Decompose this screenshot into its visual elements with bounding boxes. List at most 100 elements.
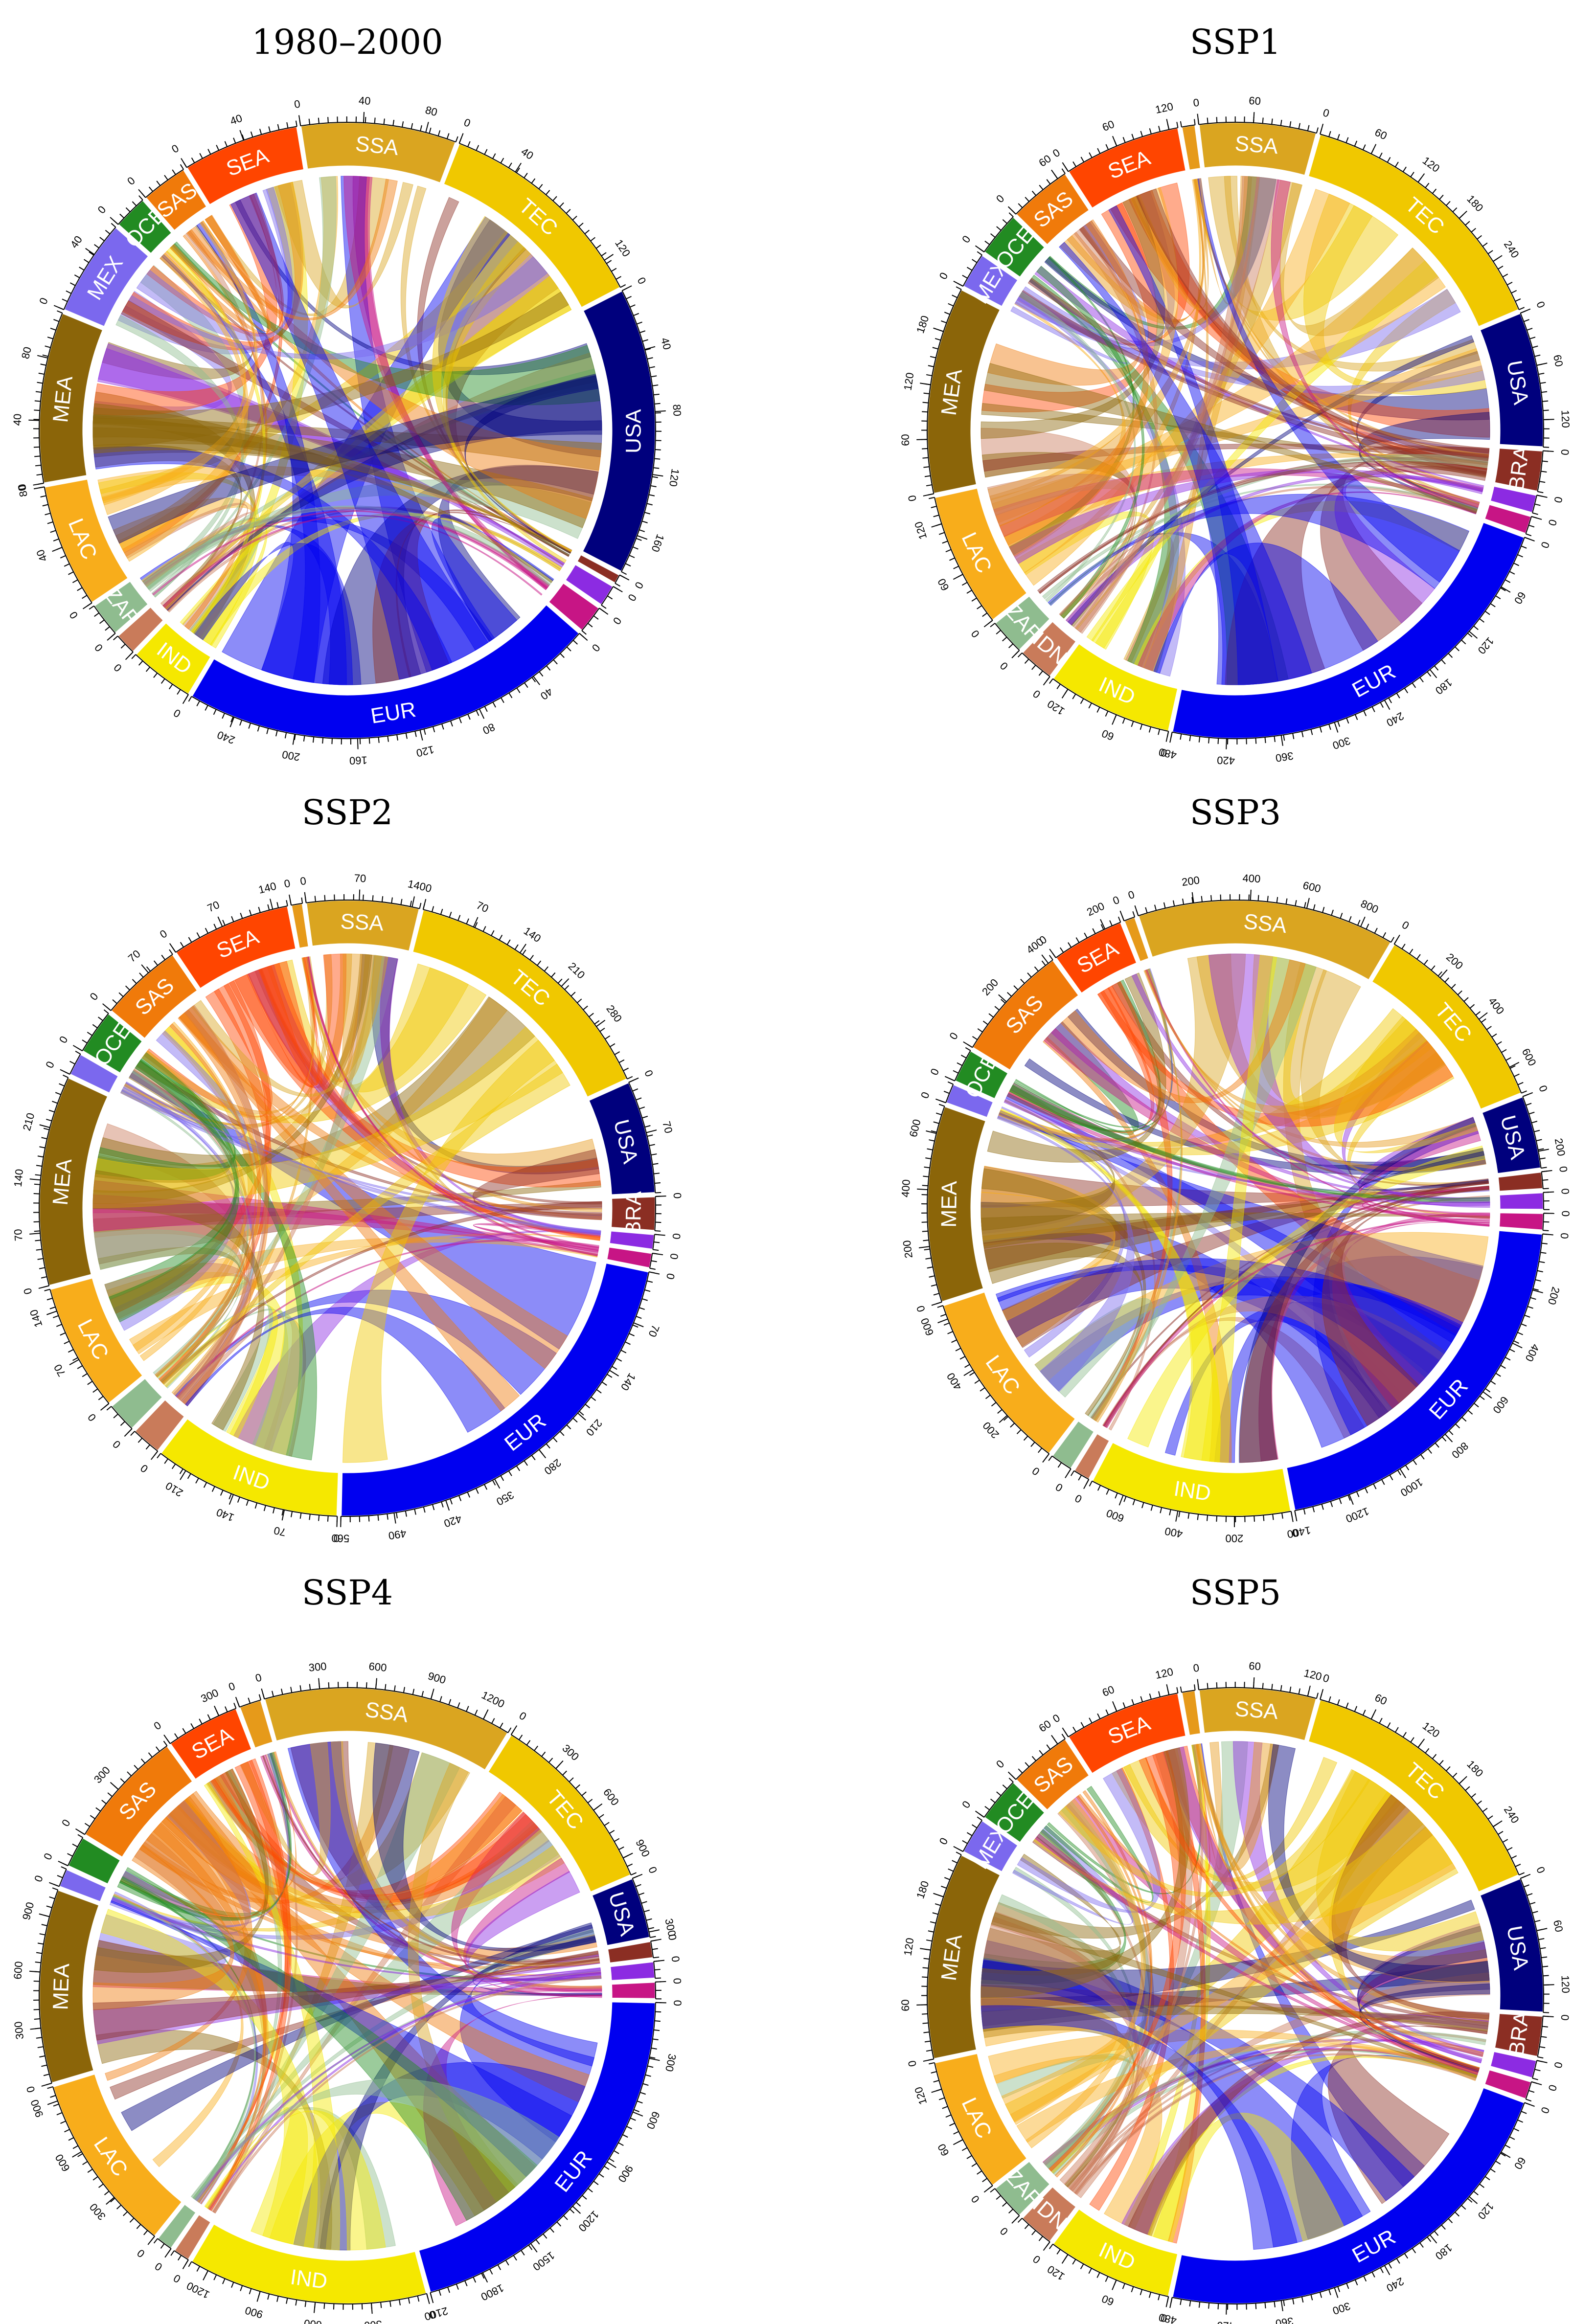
tick-mark <box>925 1157 932 1160</box>
tick-label: 60 <box>1100 2292 1116 2308</box>
chord-ribbon <box>146 193 284 337</box>
tick-major <box>39 1124 50 1128</box>
tick-mark <box>1514 1073 1520 1077</box>
tick-label: 0 <box>906 2059 919 2068</box>
tick-mark <box>74 274 80 278</box>
tick-mark <box>653 1956 660 1959</box>
tick-label: 60 <box>935 2142 952 2158</box>
tick-mark <box>984 1805 990 1810</box>
tick-mark <box>1505 1356 1511 1361</box>
tick-mark <box>961 2147 968 2151</box>
tick-mark <box>612 1366 617 1370</box>
tick-mark <box>636 538 642 541</box>
tick-label: 1200 <box>184 2279 211 2301</box>
tick-mark <box>1502 273 1508 278</box>
tick-label: 120 <box>1420 154 1442 175</box>
tick-mark <box>1527 1893 1533 1896</box>
tick-label: 0 <box>1538 540 1552 550</box>
tick-mark <box>392 119 395 126</box>
chord-ribbon <box>1003 301 1126 558</box>
tick-label: 0 <box>1559 2014 1572 2021</box>
tick-major <box>1501 2151 1511 2158</box>
tick-mark <box>1495 595 1501 600</box>
tick-major <box>599 608 609 615</box>
tick-major <box>151 1450 159 1460</box>
tick-mark <box>1301 2296 1304 2303</box>
tick-mark <box>630 2117 636 2121</box>
tick-mark <box>41 1276 47 1279</box>
tick-ring <box>1068 1692 1178 1737</box>
tick-mark <box>105 626 110 631</box>
tick-mark <box>1312 1506 1315 1512</box>
tick-mark <box>82 1039 88 1044</box>
tick-label: 600 <box>907 1118 923 1138</box>
tick-mark <box>231 2282 234 2288</box>
tick-mark <box>977 1028 983 1033</box>
tick-major <box>609 1370 619 1376</box>
tick-mark <box>400 899 403 905</box>
tick-mark <box>1524 1314 1530 1318</box>
tick-mark <box>36 1249 42 1251</box>
segment-jpn <box>1498 1212 1545 1231</box>
tick-label: 0 <box>299 875 307 887</box>
tick-major <box>983 2185 993 2193</box>
tick-label: 0 <box>937 1836 951 1847</box>
tick-mark <box>33 2008 40 2010</box>
tick-mark <box>1283 735 1285 741</box>
tick-major <box>1119 910 1125 921</box>
tick-mark <box>631 1872 637 1875</box>
tick-label: 800 <box>1359 897 1380 916</box>
tick-mark <box>1409 948 1413 954</box>
tick-mark <box>633 313 639 316</box>
tick-mark <box>928 365 934 367</box>
tick-major <box>515 162 522 173</box>
tick-mark <box>1002 636 1007 642</box>
tick-major <box>1169 2297 1173 2308</box>
tick-ring <box>1394 944 1522 1094</box>
tick-mark <box>120 1778 125 1783</box>
tick-mark <box>551 972 556 978</box>
tick-mark <box>1543 447 1550 448</box>
tick-mark <box>254 1502 258 1509</box>
tick-mark <box>1543 1188 1549 1190</box>
tick-mark <box>134 1764 139 1770</box>
tick-mark <box>299 1512 302 1519</box>
tick-major <box>1501 586 1511 593</box>
tick-mark <box>625 563 631 567</box>
tick-mark <box>1363 710 1367 717</box>
tick-mark <box>1096 2272 1100 2278</box>
tick-major <box>628 1077 639 1083</box>
tick-label: 350 <box>494 1489 516 1508</box>
tick-label: 490 <box>388 1527 407 1542</box>
tick-mark <box>1517 1082 1524 1085</box>
tick-mark <box>513 2255 517 2261</box>
tick-mark <box>440 908 443 915</box>
tick-label: 0 <box>32 1873 46 1883</box>
tick-ring <box>1199 1687 1317 1699</box>
tick-mark <box>1475 1011 1481 1016</box>
tick-mark <box>522 949 526 955</box>
ribbons <box>980 953 1490 1463</box>
tick-major <box>944 1076 955 1082</box>
tick-mark <box>948 303 954 307</box>
tick-mark <box>267 904 270 910</box>
tick-mark <box>1105 711 1109 717</box>
tick-ring <box>1052 2243 1169 2297</box>
tick-mark <box>140 1758 146 1764</box>
tick-label: 0 <box>1160 2311 1168 2324</box>
tick-mark <box>1307 125 1310 131</box>
tick-mark <box>1444 977 1449 983</box>
tick-mark <box>458 717 462 723</box>
tick-mark <box>1465 221 1470 226</box>
tick-mark <box>923 1175 929 1177</box>
tick-mark <box>651 2047 657 2050</box>
tick-major <box>1307 1685 1311 1696</box>
tick-ring <box>459 143 621 288</box>
tick-mark <box>614 2150 619 2154</box>
chord-ribbon <box>212 1975 602 2214</box>
tick-mark <box>1536 1139 1542 1142</box>
chord-ribbon <box>161 1063 570 1388</box>
tick-mark <box>33 446 40 448</box>
tick-mark <box>1337 721 1341 727</box>
tick-mark <box>598 2173 604 2178</box>
